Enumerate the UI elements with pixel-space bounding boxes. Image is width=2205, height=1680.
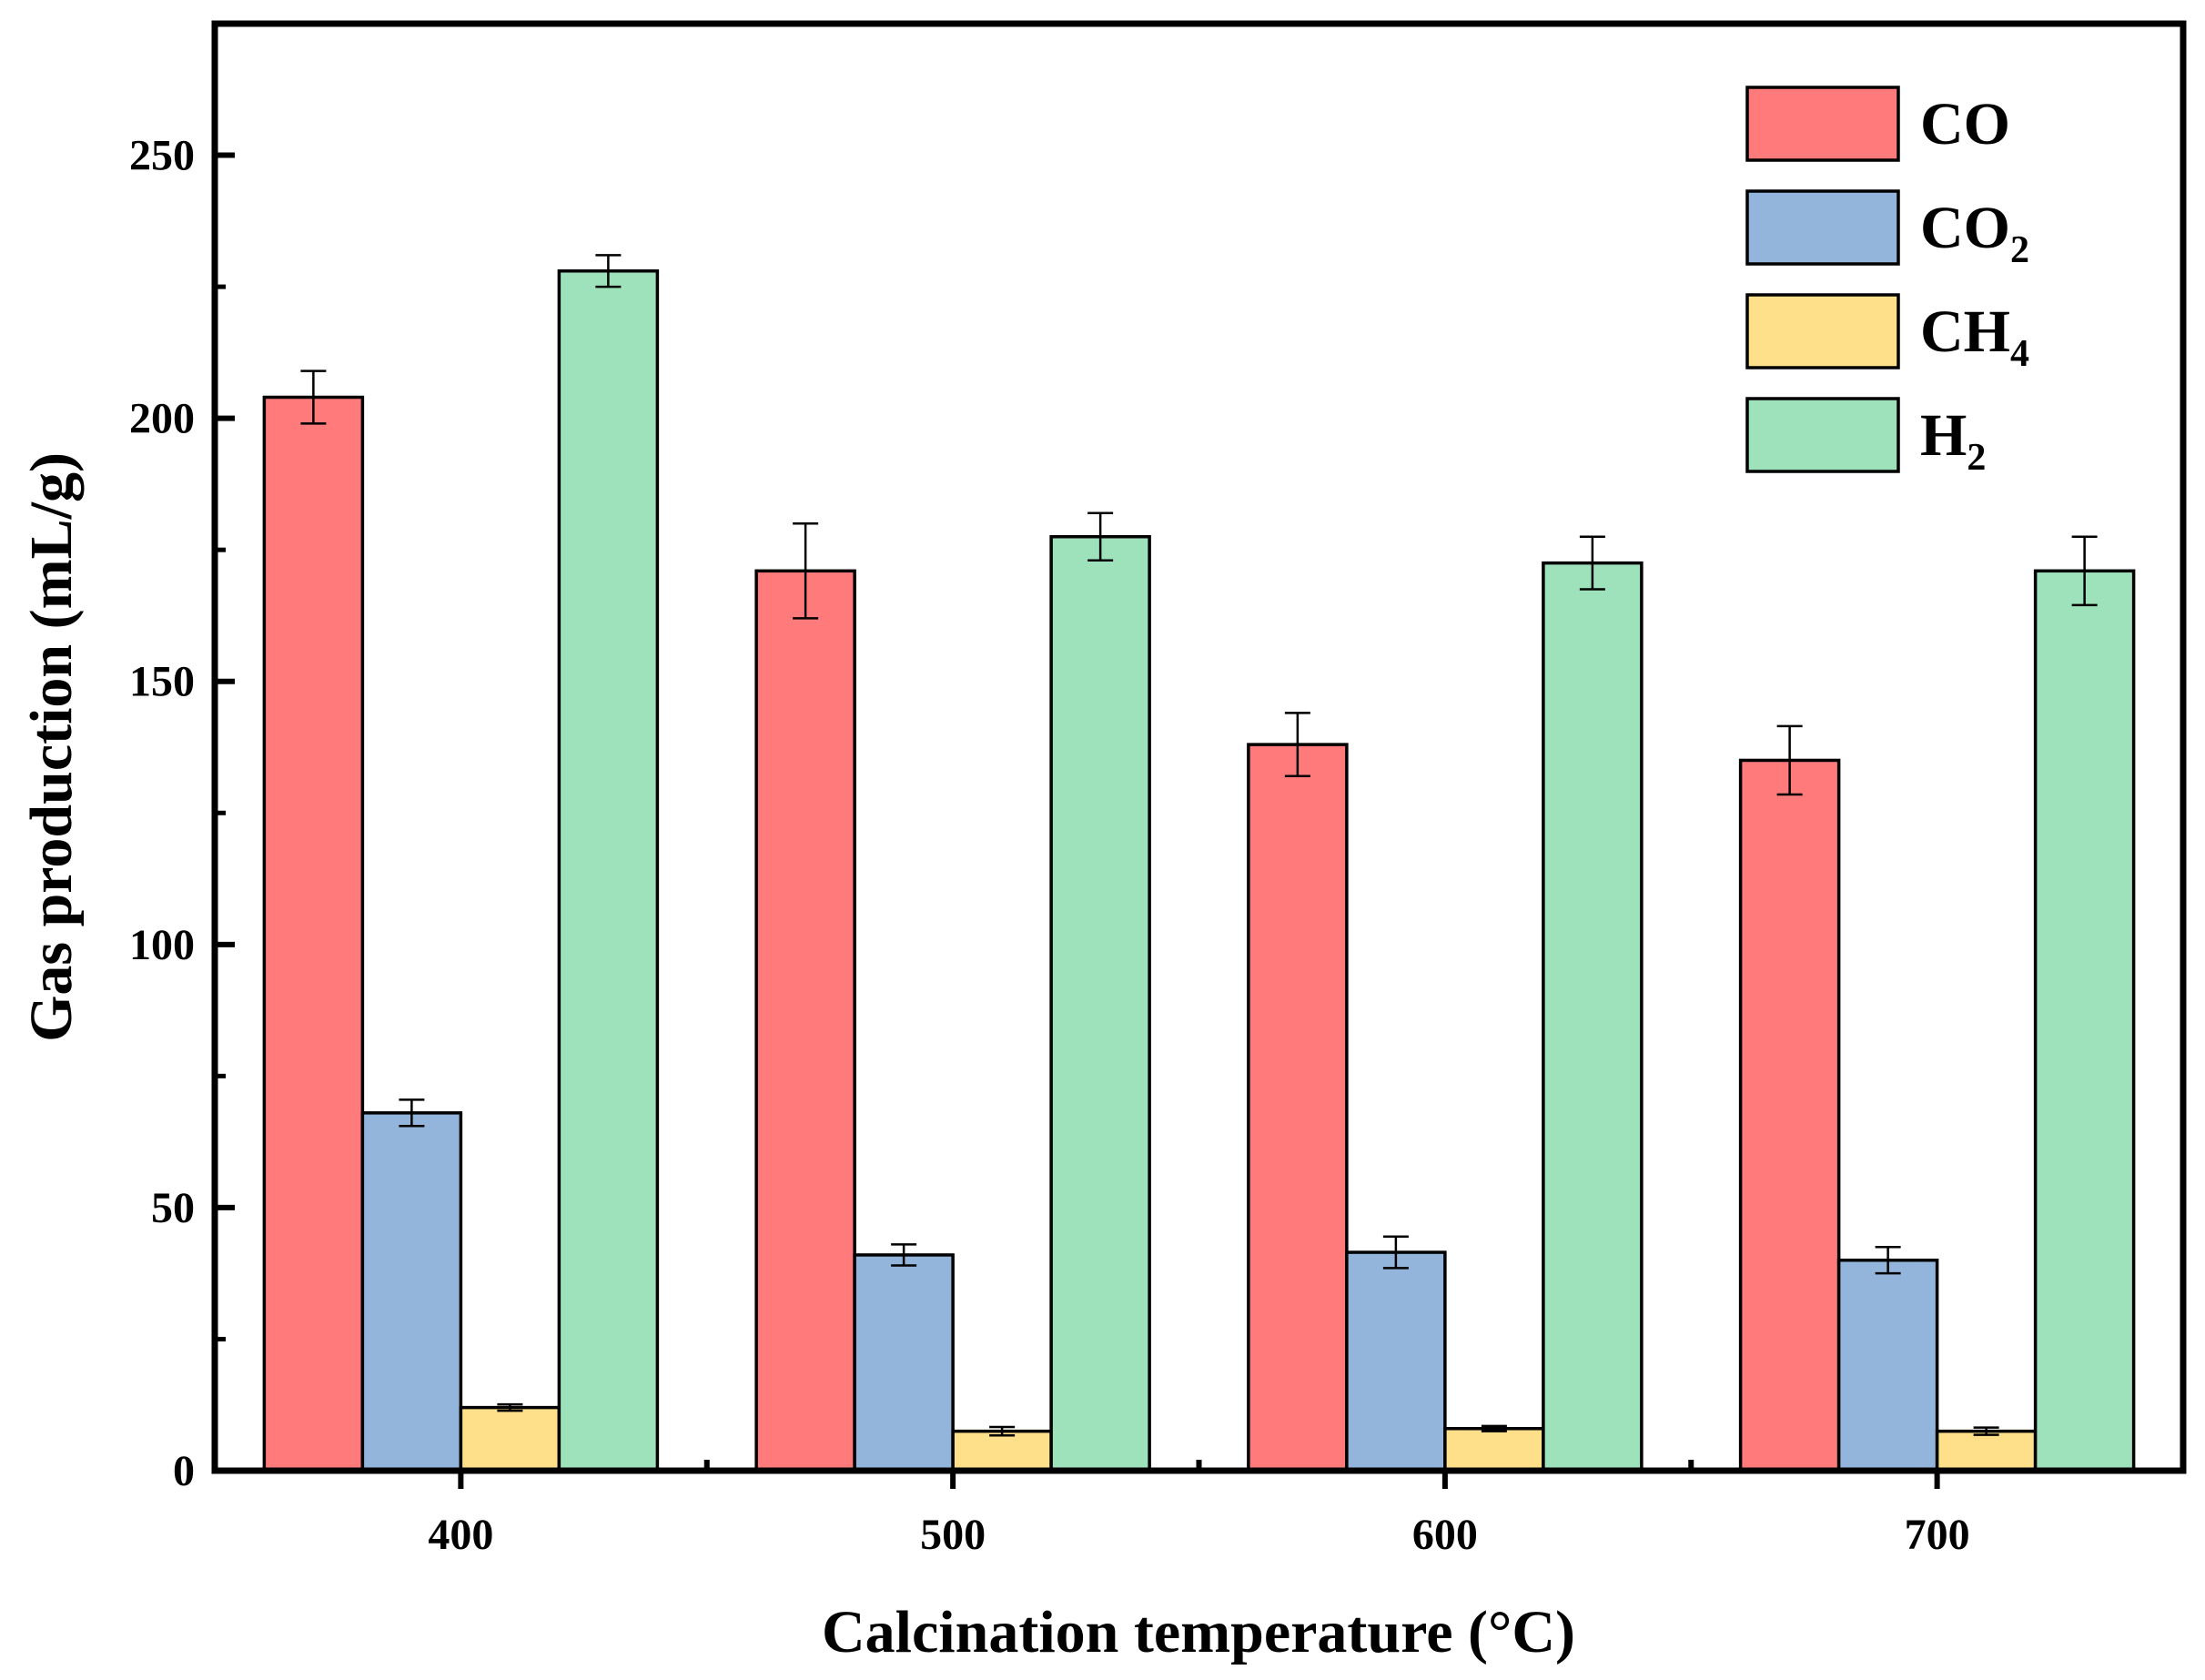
- bar-co-600: [1247, 743, 1349, 1473]
- error-bar-co-500: [793, 522, 819, 620]
- y-tick-label-100: 100: [129, 921, 195, 969]
- error-bar-co2-700: [1875, 1246, 1901, 1275]
- legend: CO CO2 CH4 H2: [1745, 86, 2029, 479]
- x-tick-label-500: 500: [920, 1511, 986, 1559]
- legend-item-h2: H2: [1745, 397, 1986, 479]
- legend-swatch-ch4: [1745, 293, 1900, 369]
- error-bar-co2-600: [1382, 1235, 1409, 1270]
- bar-h2-600: [1542, 561, 1644, 1473]
- bar-co-700: [1738, 758, 1841, 1473]
- legend-item-ch4: CH4: [1745, 293, 2029, 375]
- y-axis-title: Gas production (mL/g): [18, 452, 85, 1042]
- bar-co-400: [262, 395, 365, 1473]
- y-tick-label-50: 50: [151, 1184, 195, 1232]
- y-tick-label-150: 150: [129, 658, 195, 706]
- plot-frame: [211, 20, 2187, 1474]
- bar-co2-700: [1836, 1258, 1939, 1473]
- bars-layer: [262, 268, 2136, 1473]
- bar-ch4-400: [459, 1405, 561, 1473]
- legend-swatch-co2: [1745, 189, 1900, 266]
- y-axis: 0 50 100 150 200 250: [129, 132, 235, 1495]
- error-bar-h2-700: [2071, 535, 2098, 607]
- bar-co2-400: [360, 1111, 463, 1473]
- legend-label-h2: H2: [1920, 402, 1986, 479]
- error-bar-ch4-500: [989, 1425, 1016, 1437]
- error-bar-co-600: [1284, 712, 1310, 778]
- y-tick-label-0: 0: [173, 1447, 195, 1495]
- error-bar-ch4-600: [1481, 1424, 1507, 1432]
- error-bar-ch4-400: [497, 1402, 523, 1412]
- bar-h2-500: [1049, 534, 1151, 1473]
- legend-swatch-h2: [1745, 397, 1900, 473]
- legend-item-co2: CO2: [1745, 189, 2029, 271]
- error-bar-co2-500: [891, 1243, 917, 1267]
- error-bars-layer: [300, 254, 2098, 1437]
- bar-h2-400: [557, 268, 660, 1473]
- bar-ch4-700: [1935, 1429, 2038, 1473]
- error-bar-h2-400: [595, 254, 622, 288]
- error-bar-co-400: [300, 369, 327, 425]
- y-tick-label-250: 250: [129, 132, 195, 180]
- bar-co-500: [754, 569, 856, 1473]
- bar-ch4-600: [1443, 1426, 1545, 1473]
- error-bar-ch4-700: [1973, 1426, 1999, 1436]
- x-tick-label-700: 700: [1905, 1511, 1970, 1559]
- bar-co2-600: [1345, 1250, 1447, 1473]
- error-bar-co2-400: [399, 1098, 425, 1128]
- x-tick-label-400: 400: [428, 1511, 493, 1559]
- bar-h2-700: [2033, 569, 2136, 1473]
- x-tick-label-600: 600: [1412, 1511, 1478, 1559]
- bar-ch4-500: [951, 1429, 1053, 1473]
- error-bar-h2-600: [1579, 535, 1605, 591]
- legend-label-ch4: CH4: [1920, 299, 2029, 375]
- bar-co2-500: [853, 1253, 955, 1473]
- error-bar-co-700: [1776, 724, 1803, 796]
- x-axis-title: Calcination temperature (°C): [822, 1599, 1575, 1665]
- legend-swatch-co: [1745, 86, 1900, 162]
- error-bar-h2-500: [1087, 511, 1114, 562]
- y-tick-label-200: 200: [129, 395, 195, 443]
- legend-item-co: CO: [1745, 86, 2010, 162]
- legend-label-co2: CO2: [1920, 195, 2029, 271]
- legend-label-co: CO: [1920, 91, 2010, 157]
- x-axis: 400 500 600 700: [428, 1460, 1970, 1559]
